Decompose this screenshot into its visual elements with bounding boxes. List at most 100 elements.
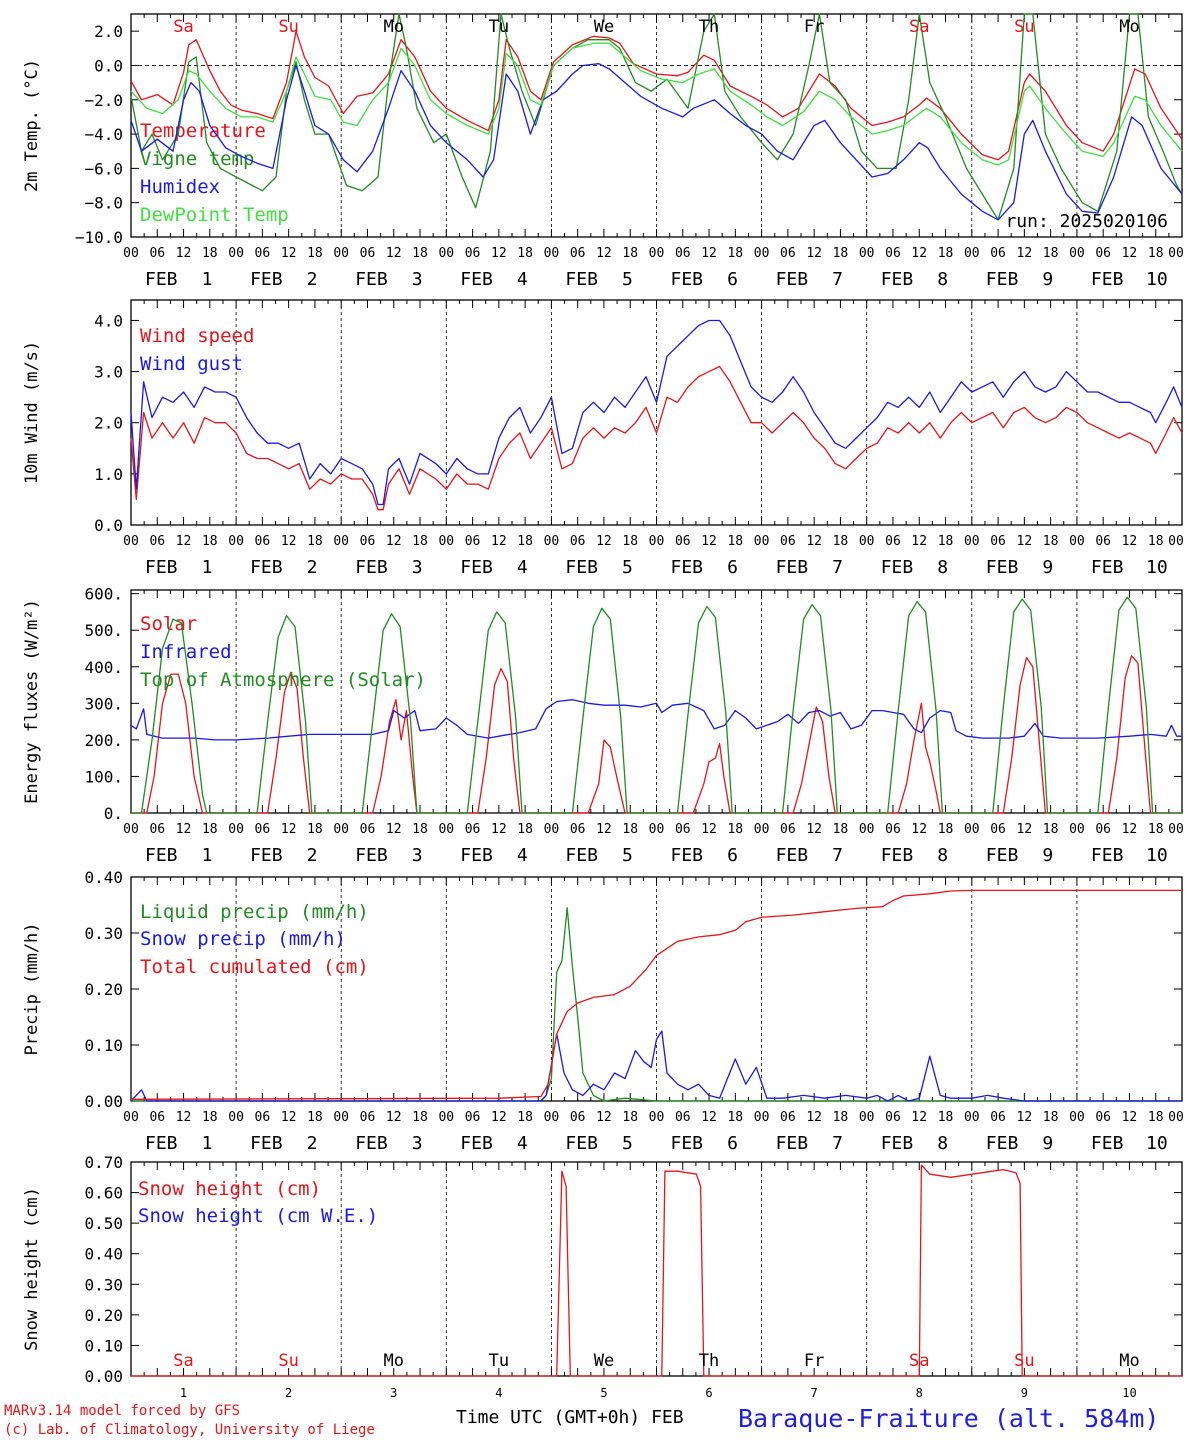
panel-1: 2.0 0.0 −2.0 −4.0 −6.0 −8.0 −10.0 2m Temp. (°C)… bbox=[22, 13, 1184, 290]
hour-tick-label: 12 bbox=[1017, 1110, 1033, 1125]
hour-tick-label: 12 bbox=[281, 534, 297, 549]
hour-tick-label: 06 bbox=[149, 246, 165, 261]
y-tick-label: 0.10 bbox=[84, 1336, 123, 1355]
hour-tick-label: 00 bbox=[438, 246, 454, 261]
legend-entry: Temperature bbox=[140, 120, 266, 142]
hour-tick-label: 06 bbox=[360, 246, 376, 261]
hour-tick-label: 06 bbox=[780, 534, 796, 549]
legend-entry: Snow height (cm W.E.) bbox=[138, 1205, 378, 1227]
hour-tick-label: 00 bbox=[333, 822, 349, 837]
hour-tick-label: 12 bbox=[176, 534, 192, 549]
day-label: 8 bbox=[937, 557, 948, 578]
hour-tick-label: 06 bbox=[990, 1110, 1006, 1125]
hour-tick-label: 18 bbox=[622, 1110, 638, 1125]
y-tick-label: 0.00 bbox=[84, 1092, 123, 1111]
y-tick-label: 0. bbox=[104, 804, 123, 823]
day-label: 4 bbox=[517, 557, 528, 578]
hour-tick-label: 06 bbox=[990, 246, 1006, 261]
hour-tick-label: 06 bbox=[780, 1110, 796, 1125]
hour-tick-label: 12 bbox=[701, 822, 717, 837]
weekday-label: We bbox=[594, 17, 614, 37]
hour-tick-label: 18 bbox=[307, 1110, 323, 1125]
hour-tick-label: 00 bbox=[1069, 822, 1085, 837]
day-number-label: 5 bbox=[600, 1386, 607, 1400]
hour-tick-label: 00 bbox=[228, 534, 244, 549]
day-number-label: 6 bbox=[705, 1386, 712, 1400]
hour-tick-label: 18 bbox=[938, 822, 954, 837]
day-label: 4 bbox=[517, 1133, 528, 1154]
hour-tick-label: 12 bbox=[386, 822, 402, 837]
y-tick-label: 100. bbox=[84, 767, 123, 786]
weekday-label: Su bbox=[1014, 1351, 1034, 1371]
weekday-label: Fr bbox=[804, 1351, 824, 1371]
y-tick-label: −6.0 bbox=[84, 159, 123, 178]
weekday-label: Tu bbox=[489, 17, 509, 37]
hour-tick-label: 12 bbox=[176, 246, 192, 261]
hour-tick-label: 12 bbox=[386, 534, 402, 549]
hour-tick-label: 00 bbox=[649, 246, 665, 261]
month-label: FEB bbox=[1091, 845, 1124, 866]
hour-tick-label: 18 bbox=[727, 1110, 743, 1125]
day-label: 2 bbox=[307, 1133, 318, 1154]
y-tick-label: 500. bbox=[84, 621, 123, 640]
plot-frame bbox=[130, 299, 1183, 526]
month-label: FEB bbox=[565, 1133, 598, 1154]
hour-tick-label: 06 bbox=[360, 822, 376, 837]
hour-tick-label: 00 bbox=[228, 1110, 244, 1125]
month-label: FEB bbox=[671, 269, 704, 290]
hour-tick-label: 18 bbox=[727, 822, 743, 837]
y-tick-label: 0.20 bbox=[84, 1306, 123, 1325]
month-label: FEB bbox=[145, 557, 178, 578]
hour-tick-label: 00 bbox=[1168, 1110, 1184, 1125]
hour-tick-label: 00 bbox=[859, 246, 875, 261]
hour-tick-label: 18 bbox=[517, 534, 533, 549]
weekday-label: Su bbox=[278, 1351, 298, 1371]
day-label: 5 bbox=[622, 845, 633, 866]
day-label: 4 bbox=[517, 845, 528, 866]
hour-tick-label: 06 bbox=[675, 534, 691, 549]
month-label: FEB bbox=[460, 1133, 493, 1154]
hour-tick-label: 12 bbox=[911, 534, 927, 549]
hour-tick-label: 18 bbox=[833, 1110, 849, 1125]
legend-entry: Total cumulated (cm) bbox=[140, 956, 369, 978]
weekday-label: Sa bbox=[173, 17, 193, 37]
hour-tick-label: 00 bbox=[754, 822, 770, 837]
hour-tick-label: 12 bbox=[491, 246, 507, 261]
y-tick-label: 0.70 bbox=[84, 1153, 123, 1172]
hour-tick-label: 18 bbox=[833, 822, 849, 837]
hour-tick-label: 18 bbox=[938, 1110, 954, 1125]
hour-tick-label: 06 bbox=[570, 1110, 586, 1125]
hour-tick-label: 18 bbox=[307, 534, 323, 549]
hour-tick-label: 00 bbox=[649, 1110, 665, 1125]
hour-tick-label: 12 bbox=[806, 1110, 822, 1125]
day-label: 2 bbox=[307, 269, 318, 290]
weekday-label: Mo bbox=[384, 1351, 404, 1371]
hour-tick-label: 00 bbox=[438, 534, 454, 549]
day-label: 5 bbox=[622, 269, 633, 290]
hour-tick-label: 00 bbox=[1168, 246, 1184, 261]
hour-tick-label: 18 bbox=[622, 246, 638, 261]
hour-tick-label: 18 bbox=[622, 534, 638, 549]
y-tick-label: 0.50 bbox=[84, 1214, 123, 1233]
day-label: 3 bbox=[412, 1133, 423, 1154]
hour-tick-label: 18 bbox=[202, 534, 218, 549]
hour-tick-label: 06 bbox=[149, 1110, 165, 1125]
day-label: 6 bbox=[727, 845, 738, 866]
y-tick-label: 2.0 bbox=[94, 414, 123, 433]
hour-tick-label: 00 bbox=[544, 534, 560, 549]
hour-tick-label: 12 bbox=[491, 534, 507, 549]
hour-tick-label: 00 bbox=[544, 822, 560, 837]
y-tick-label: 1.0 bbox=[94, 465, 123, 484]
hour-tick-label: 06 bbox=[465, 1110, 481, 1125]
hour-tick-label: 18 bbox=[412, 822, 428, 837]
y-axis-label: 10m Wind (m/s) bbox=[22, 341, 42, 484]
hour-tick-label: 12 bbox=[596, 534, 612, 549]
hour-tick-label: 12 bbox=[1122, 822, 1138, 837]
hour-tick-label: 00 bbox=[123, 534, 139, 549]
month-label: FEB bbox=[1091, 269, 1124, 290]
hour-tick-label: 00 bbox=[1168, 534, 1184, 549]
hour-tick-label: 00 bbox=[333, 246, 349, 261]
day-label: 9 bbox=[1042, 845, 1053, 866]
hour-tick-label: 06 bbox=[780, 246, 796, 261]
series-line-snow-precip-mm-h- bbox=[130, 1030, 1182, 1102]
